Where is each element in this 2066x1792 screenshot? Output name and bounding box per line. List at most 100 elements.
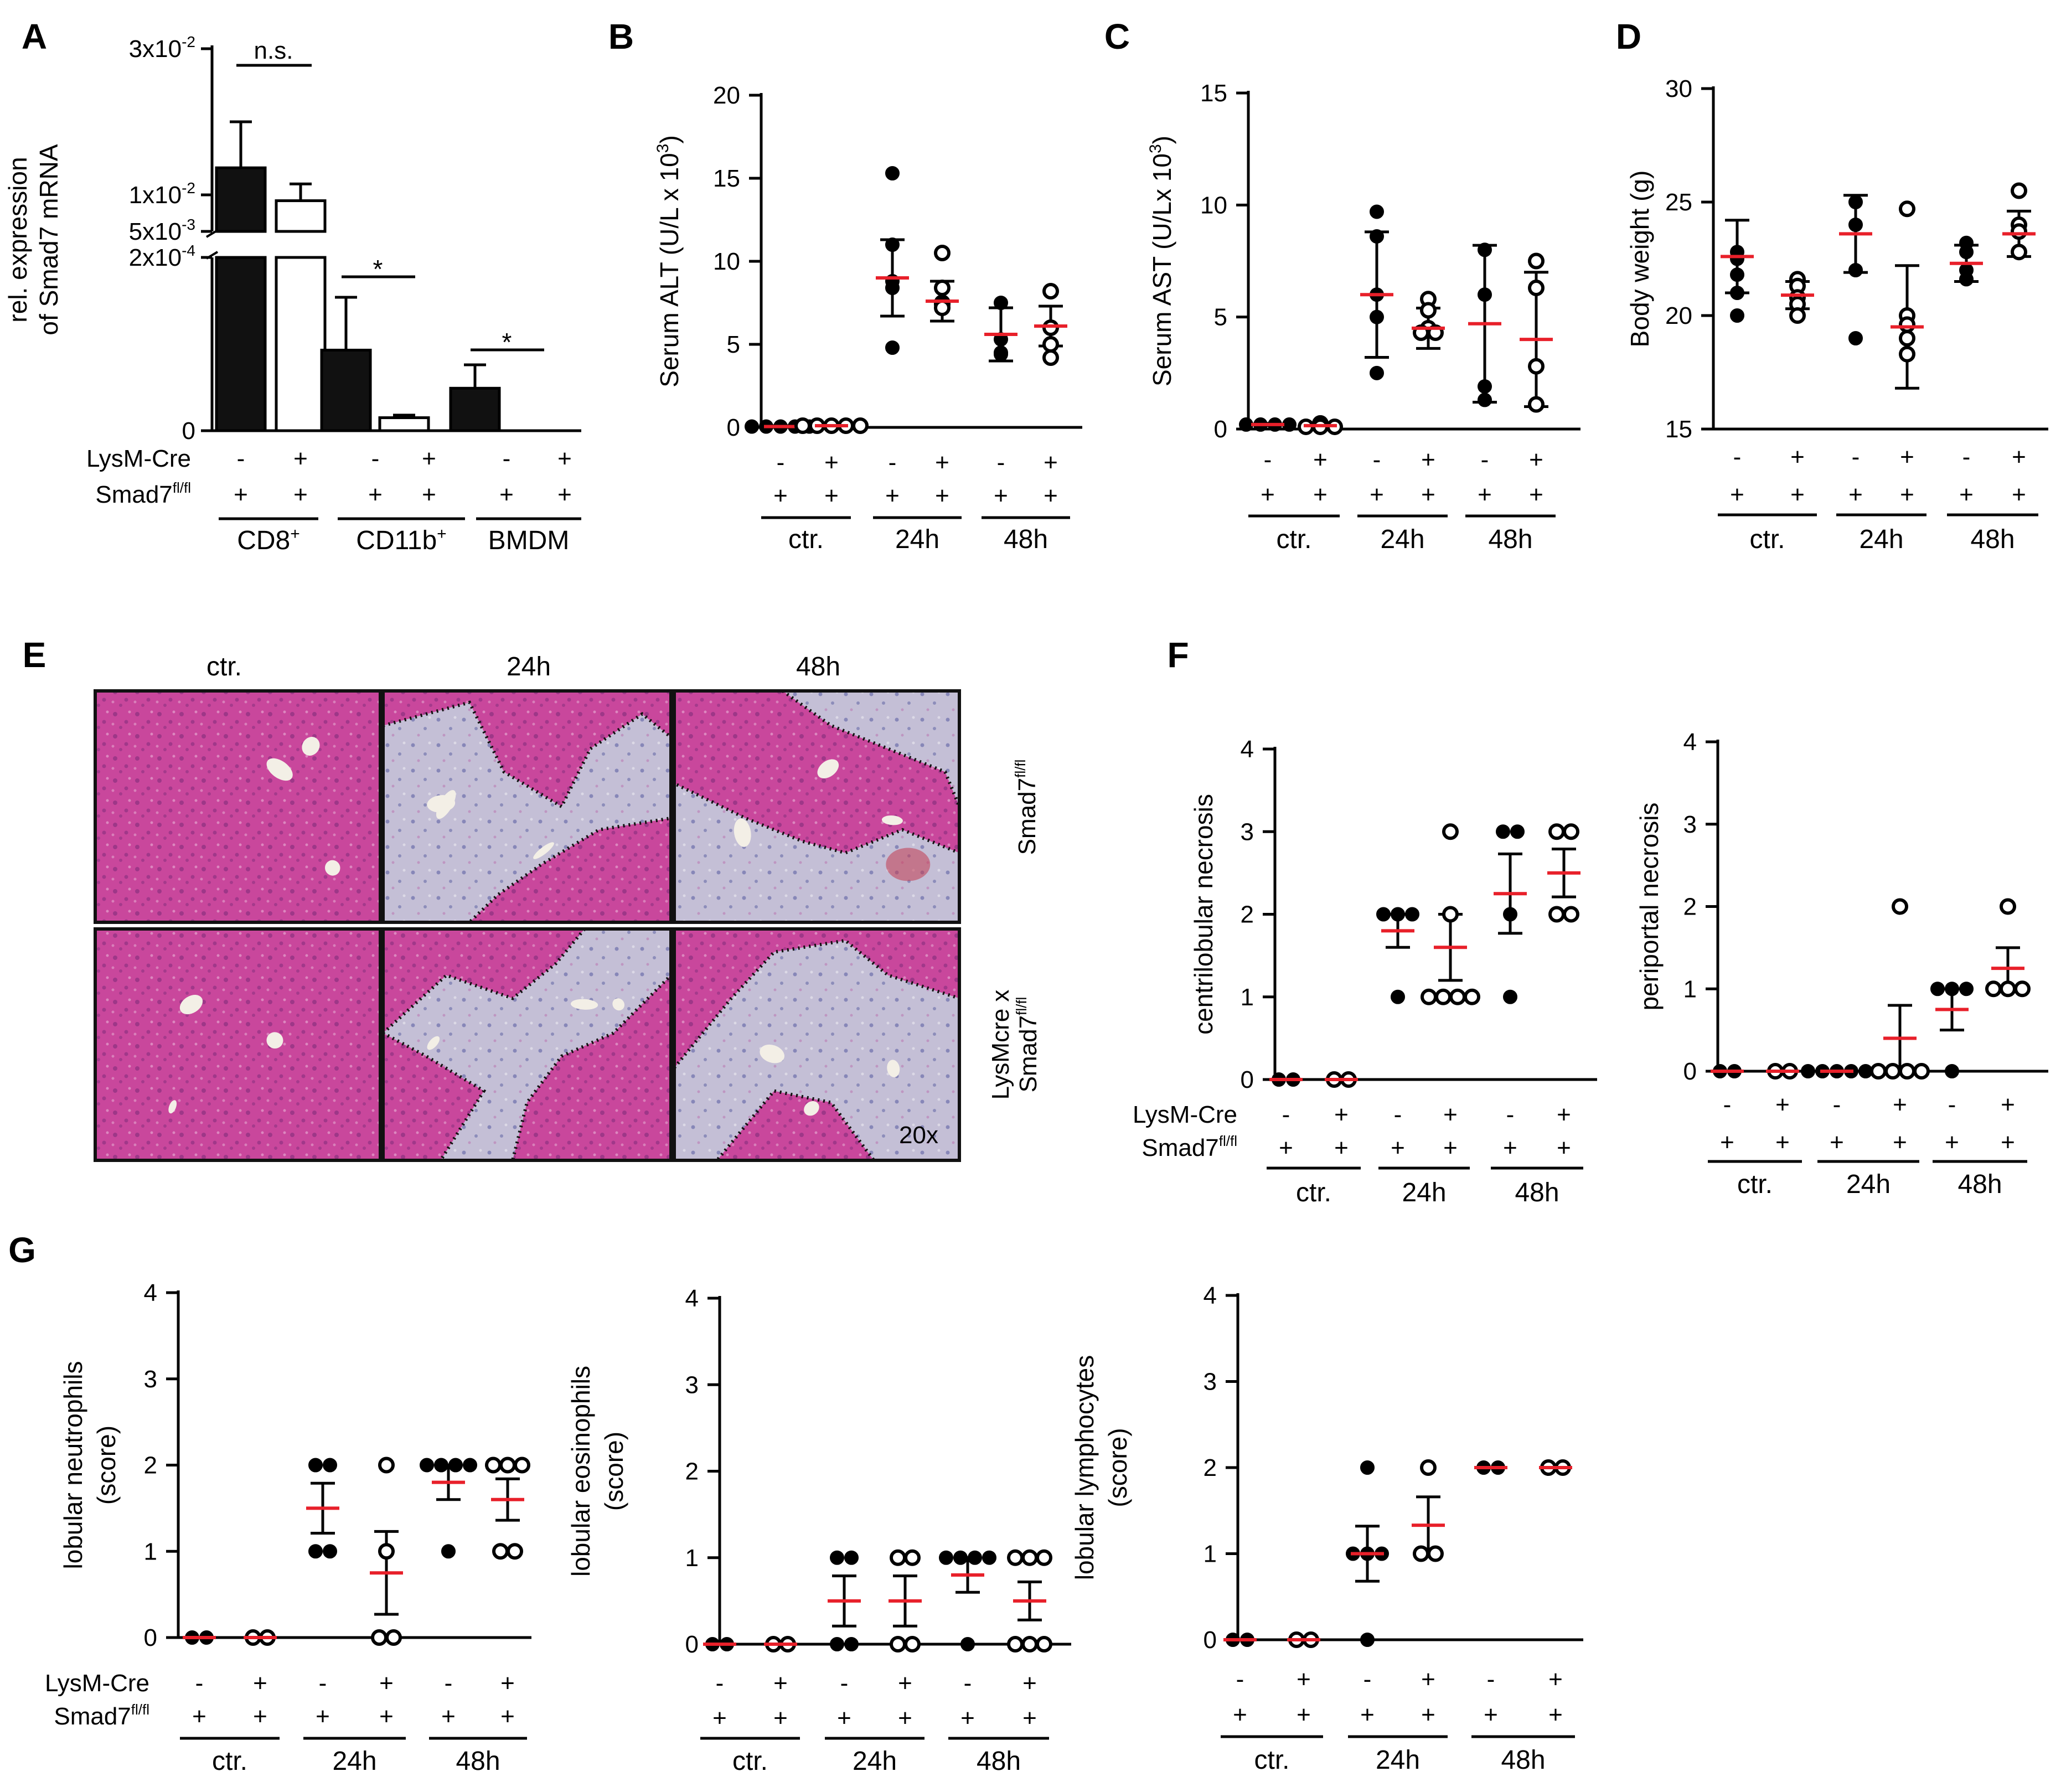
smad-sign: +: [368, 481, 383, 508]
y-tick-label: 0: [727, 414, 740, 441]
cre-sign: -: [1264, 446, 1272, 473]
series-24h-wt: [1376, 907, 1419, 1004]
y-tick-label: 3: [144, 1366, 157, 1393]
data-point: [745, 419, 759, 434]
magnification-label: 20x: [899, 1122, 938, 1149]
data-point: [308, 1544, 323, 1559]
smad-sign: +: [935, 482, 949, 509]
series-24h-cre: [889, 1549, 922, 1652]
cre-sign: -: [1833, 1091, 1841, 1118]
y-tick-label: 15: [713, 165, 740, 192]
smad-sign: +: [1360, 1701, 1375, 1728]
data-point: [1478, 379, 1492, 394]
series-48h-wt: [1930, 982, 1974, 1078]
data-point: [514, 1457, 530, 1474]
smad-sign: +: [885, 482, 900, 509]
y-axis-label: Serum AST (U/Lx 103): [1146, 136, 1176, 386]
data-point: [1036, 1549, 1052, 1566]
data-point: [1042, 336, 1059, 353]
smad-sign: +: [1421, 481, 1435, 508]
smad-sign: +: [2012, 481, 2026, 508]
group-label: 24h: [853, 1747, 897, 1776]
cre-sign: +: [293, 445, 308, 472]
data-point: [2011, 223, 2027, 240]
smad-sign: +: [773, 482, 788, 509]
y-tick-label: 2x10-4: [129, 242, 195, 271]
smad-sign: +: [1945, 1129, 1959, 1156]
y-tick-label: 0: [685, 1631, 699, 1658]
y-tick-label: 5: [727, 331, 740, 358]
cre-sign: +: [1421, 446, 1435, 473]
smad-sign: +: [1022, 1705, 1037, 1732]
series-ctr-wt: [1711, 1064, 1744, 1078]
panel-letter: F: [1167, 635, 1189, 675]
data-point: [1391, 907, 1405, 922]
data-point: [1496, 824, 1510, 839]
data-point: [1563, 906, 1579, 923]
series-24h-cre: [1891, 200, 1924, 390]
data-point: [2011, 244, 2027, 261]
image-border: [673, 689, 961, 924]
data-point: [1478, 242, 1492, 257]
cre-sign: +: [422, 445, 436, 472]
data-point: [1930, 982, 1945, 996]
blood-vessel: [760, 1044, 785, 1063]
series-24h-cre: [370, 1457, 403, 1646]
smad-sign: +: [960, 1705, 975, 1732]
data-point: [1959, 245, 1974, 260]
tissue-texture: [95, 691, 380, 922]
cre-sign: +: [1022, 1670, 1037, 1697]
y-tick-label: 4: [1204, 1282, 1217, 1309]
data-point: [885, 237, 900, 252]
y-axis-label: Body weight (g): [1625, 171, 1654, 348]
necrotic-texture: [383, 702, 671, 922]
series-24h-wt: [1839, 194, 1872, 345]
group-label: 24h: [1380, 525, 1424, 554]
cre-sign: -: [997, 449, 1005, 476]
series-ctr-cre: [1766, 1063, 1799, 1080]
y-axis-label: lobular neutrophils: [59, 1361, 87, 1569]
data-point: [934, 280, 951, 296]
bar: [378, 416, 430, 432]
group-label: 48h: [977, 1747, 1021, 1776]
cre-sign: -: [964, 1670, 972, 1697]
smad-sign: +: [1297, 1701, 1311, 1728]
group-label: 48h: [1970, 525, 2015, 554]
series-ctr-cre: [1287, 1631, 1320, 1648]
data-point: [994, 296, 1008, 310]
data-point: [1360, 1460, 1375, 1475]
data-point: [968, 1550, 982, 1565]
tissue-texture: [95, 929, 380, 1160]
bar: [275, 256, 327, 432]
cre-sign: +: [1529, 446, 1543, 473]
blood-vessel: [324, 860, 340, 876]
series-48h-cre: [1539, 1459, 1572, 1476]
blood-vessel: [881, 815, 903, 825]
smad-sign: +: [1893, 1129, 1907, 1156]
row-label-cre: LysM-Cre: [45, 1670, 149, 1697]
series-48h-cre: [1520, 252, 1553, 413]
blood-vessel: [612, 998, 625, 1011]
series-48h-wt: [1494, 824, 1527, 1004]
data-point: [1528, 396, 1545, 413]
y-tick-label: 15: [1200, 80, 1227, 107]
data-point: [1959, 982, 1974, 996]
y-tick-label: 0: [1204, 1626, 1217, 1654]
smad-sign: +: [1790, 481, 1805, 508]
bar-group-2: *: [449, 328, 544, 432]
data-point: [323, 1458, 337, 1473]
data-point: [1801, 1064, 1815, 1078]
y-axis-label: (score): [600, 1432, 628, 1511]
series-24h-wt: [1801, 1064, 1873, 1078]
panel-G1: 0 1 2 3 4 lobular neutrophils (score) G - + + + - + + +…: [8, 1230, 531, 1776]
smad-sign: +: [1044, 482, 1058, 509]
smad-sign: +: [253, 1703, 267, 1730]
blood-vessel: [817, 759, 839, 779]
smad-sign: +: [557, 481, 572, 508]
series-48h-cre: [2002, 182, 2036, 261]
smad-sign: +: [316, 1703, 330, 1730]
panel-letter: G: [8, 1230, 36, 1270]
panel-letter: C: [1104, 17, 1130, 56]
row-label-smad: Smad7fl/fl: [1142, 1133, 1237, 1161]
